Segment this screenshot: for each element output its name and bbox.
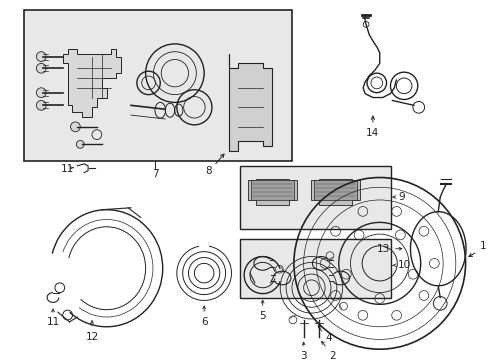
Polygon shape (247, 179, 296, 205)
Text: 10: 10 (397, 260, 410, 270)
Circle shape (36, 63, 46, 73)
Text: 9: 9 (398, 192, 405, 202)
Circle shape (36, 100, 46, 110)
Text: 12: 12 (85, 332, 99, 342)
Polygon shape (311, 179, 360, 205)
Circle shape (76, 140, 84, 148)
Bar (199, 242, 208, 250)
Text: 5: 5 (259, 311, 265, 321)
Polygon shape (314, 180, 357, 200)
Polygon shape (62, 49, 121, 117)
Polygon shape (228, 54, 272, 151)
Text: 11: 11 (61, 164, 74, 174)
Text: 6: 6 (201, 317, 207, 327)
Text: 11: 11 (46, 317, 60, 327)
Text: 14: 14 (366, 128, 379, 138)
Text: 13: 13 (376, 244, 389, 254)
Text: 4: 4 (325, 333, 332, 343)
Bar (240, 239, 390, 297)
Polygon shape (250, 180, 293, 200)
Text: 3: 3 (300, 351, 306, 360)
Text: 2: 2 (329, 351, 336, 360)
Circle shape (36, 52, 46, 62)
Text: 7: 7 (152, 168, 159, 179)
Circle shape (70, 122, 80, 132)
Text: 8: 8 (205, 166, 212, 176)
Text: 1: 1 (479, 241, 486, 251)
Circle shape (36, 88, 46, 98)
Bar (240, 166, 390, 229)
Bar (23, 10, 291, 161)
